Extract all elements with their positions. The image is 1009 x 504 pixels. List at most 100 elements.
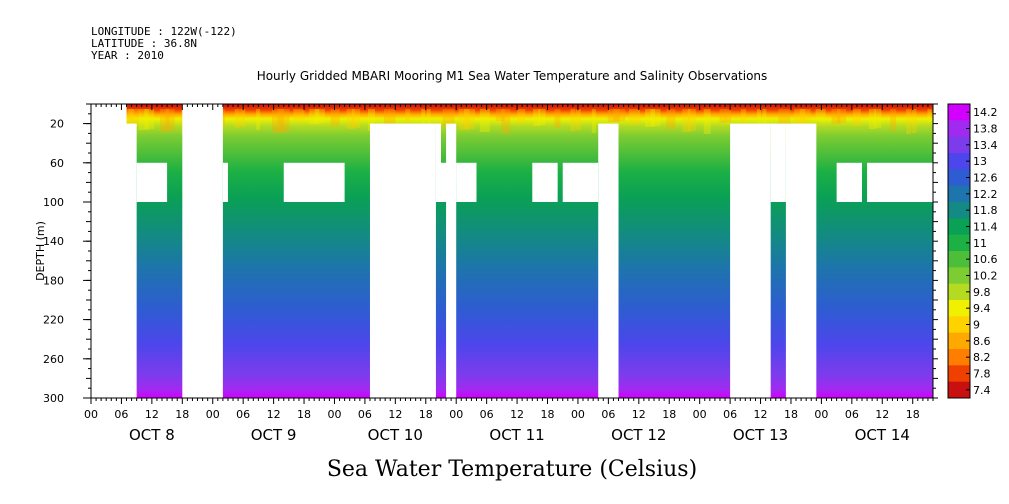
x-axis-title: Sea Water Temperature (Celsius) xyxy=(327,457,697,482)
x-day-label: OCT 11 xyxy=(489,426,544,444)
x-tick-label: 06 xyxy=(236,408,250,421)
x-tick-label: 06 xyxy=(480,408,494,421)
missing-block-7 xyxy=(435,123,441,202)
x-tick-label: 18 xyxy=(662,408,676,421)
x-tick-label: 12 xyxy=(145,408,159,421)
colorbar-label: 8.6 xyxy=(973,335,991,348)
missing-block-13 xyxy=(598,123,619,398)
x-tick-label: 18 xyxy=(297,408,311,421)
colorbar-label: 11.8 xyxy=(973,204,998,217)
x-tick-label: 12 xyxy=(875,408,889,421)
colorbar-label: 13.4 xyxy=(973,139,998,152)
missing-block-6 xyxy=(369,123,436,398)
colorbar-label: 9 xyxy=(973,319,980,332)
x-tick-label: 12 xyxy=(267,408,281,421)
colorbar-label: 12.6 xyxy=(973,172,998,185)
longitude-label: LONGITUDE : 122W(-122) xyxy=(91,25,237,38)
x-tick-label: 12 xyxy=(510,408,524,421)
missing-block-12 xyxy=(562,162,599,202)
missing-block-11 xyxy=(532,162,558,202)
y-tick-label: 220 xyxy=(43,314,64,327)
missing-data-blocks xyxy=(91,104,933,398)
x-tick-label: 00 xyxy=(693,408,707,421)
colorbar-swatch xyxy=(948,234,970,252)
colorbar-swatch xyxy=(948,185,970,203)
x-tick-label: 00 xyxy=(327,408,341,421)
x-tick-label: 12 xyxy=(388,408,402,421)
colorbar-swatch xyxy=(948,332,970,350)
x-axis: 00 06 12 18 00 06 12 18 00 06 12 18 00 06 12 18 00 06 12 18… xyxy=(84,104,934,444)
y-tick-label: 20 xyxy=(50,118,64,131)
x-tick-label: 06 xyxy=(358,408,372,421)
x-day-label: OCT 10 xyxy=(368,426,423,444)
x-tick-label: 06 xyxy=(601,408,615,421)
missing-block-9 xyxy=(446,123,457,398)
x-tick-label: 18 xyxy=(175,408,189,421)
colorbar-label: 12.2 xyxy=(973,188,998,201)
y-tick-label: 100 xyxy=(43,196,64,209)
y-tick-label: 140 xyxy=(43,235,64,248)
missing-block-0 xyxy=(91,104,127,398)
x-day-label: OCT 13 xyxy=(733,426,788,444)
colorbar-swatch xyxy=(948,202,970,219)
missing-block-10 xyxy=(456,162,477,202)
colorbar-label: 11.4 xyxy=(973,221,998,234)
chart-title: Hourly Gridded MBARI Mooring M1 Sea Wate… xyxy=(257,69,768,83)
y-tick-label: 300 xyxy=(43,392,64,405)
missing-block-17 xyxy=(836,162,862,202)
colorbar: 14.2 13.8 13.4 13 12.6 12.2 11.8 11.4 11 10.6 10.2… xyxy=(947,103,998,399)
colorbar-swatch xyxy=(948,104,970,121)
x-tick-label: 06 xyxy=(114,408,128,421)
y-tick-label: 260 xyxy=(43,353,64,366)
x-day-label: OCT 9 xyxy=(251,426,297,444)
colorbar-swatch xyxy=(948,381,970,399)
x-day-label: OCT 8 xyxy=(129,426,175,444)
colorbar-frame xyxy=(947,103,971,399)
x-tick-label: 18 xyxy=(419,408,433,421)
missing-block-15 xyxy=(770,123,786,202)
colorbar-label: 10.6 xyxy=(973,253,998,266)
x-tick-label: 00 xyxy=(449,408,463,421)
x-tick-label: 00 xyxy=(571,408,585,421)
x-tick-label: 06 xyxy=(723,408,737,421)
colorbar-label: 13 xyxy=(973,155,987,168)
x-tick-label: 18 xyxy=(906,408,920,421)
missing-block-14 xyxy=(730,123,771,398)
colorbar-swatch xyxy=(948,316,970,334)
x-tick-label: 06 xyxy=(845,408,859,421)
x-tick-label: 12 xyxy=(632,408,646,421)
colorbar-label: 9.8 xyxy=(973,286,991,299)
colorbar-label: 10.2 xyxy=(973,270,998,283)
colorbar-swatch xyxy=(948,267,970,285)
missing-block-2 xyxy=(136,162,168,202)
x-tick-label: 00 xyxy=(814,408,828,421)
colorbar-swatch xyxy=(948,120,970,138)
latitude-label: LATITUDE : 36.8N xyxy=(91,37,197,50)
colorbar-swatch xyxy=(948,283,970,301)
x-tick-label: 00 xyxy=(206,408,220,421)
x-tick-label: 12 xyxy=(754,408,768,421)
x-tick-label: 18 xyxy=(541,408,555,421)
temperature-field xyxy=(91,104,933,398)
colorbar-label: 14.2 xyxy=(973,106,998,119)
x-day-label: OCT 12 xyxy=(611,426,666,444)
colorbar-swatch xyxy=(948,218,970,236)
x-tick-label: 00 xyxy=(84,408,98,421)
colorbar-label: 7.8 xyxy=(973,368,991,381)
colorbar-swatch xyxy=(948,169,970,187)
colorbar-label: 9.4 xyxy=(973,302,991,315)
y-tick-label: 60 xyxy=(50,157,64,170)
x-tick-label: 18 xyxy=(784,408,798,421)
colorbar-label: 13.8 xyxy=(973,123,998,136)
missing-block-3 xyxy=(182,104,223,398)
y-tick-label: 180 xyxy=(43,274,64,287)
colorbar-swatch xyxy=(948,136,970,154)
year-label: YEAR : 2010 xyxy=(91,49,164,62)
colorbar-swatch xyxy=(948,365,970,383)
colorbar-swatch xyxy=(948,251,970,268)
x-day-label: OCT 14 xyxy=(855,426,910,444)
colorbar-swatch xyxy=(948,153,970,170)
missing-block-18 xyxy=(867,162,933,202)
colorbar-label: 11 xyxy=(973,237,987,250)
